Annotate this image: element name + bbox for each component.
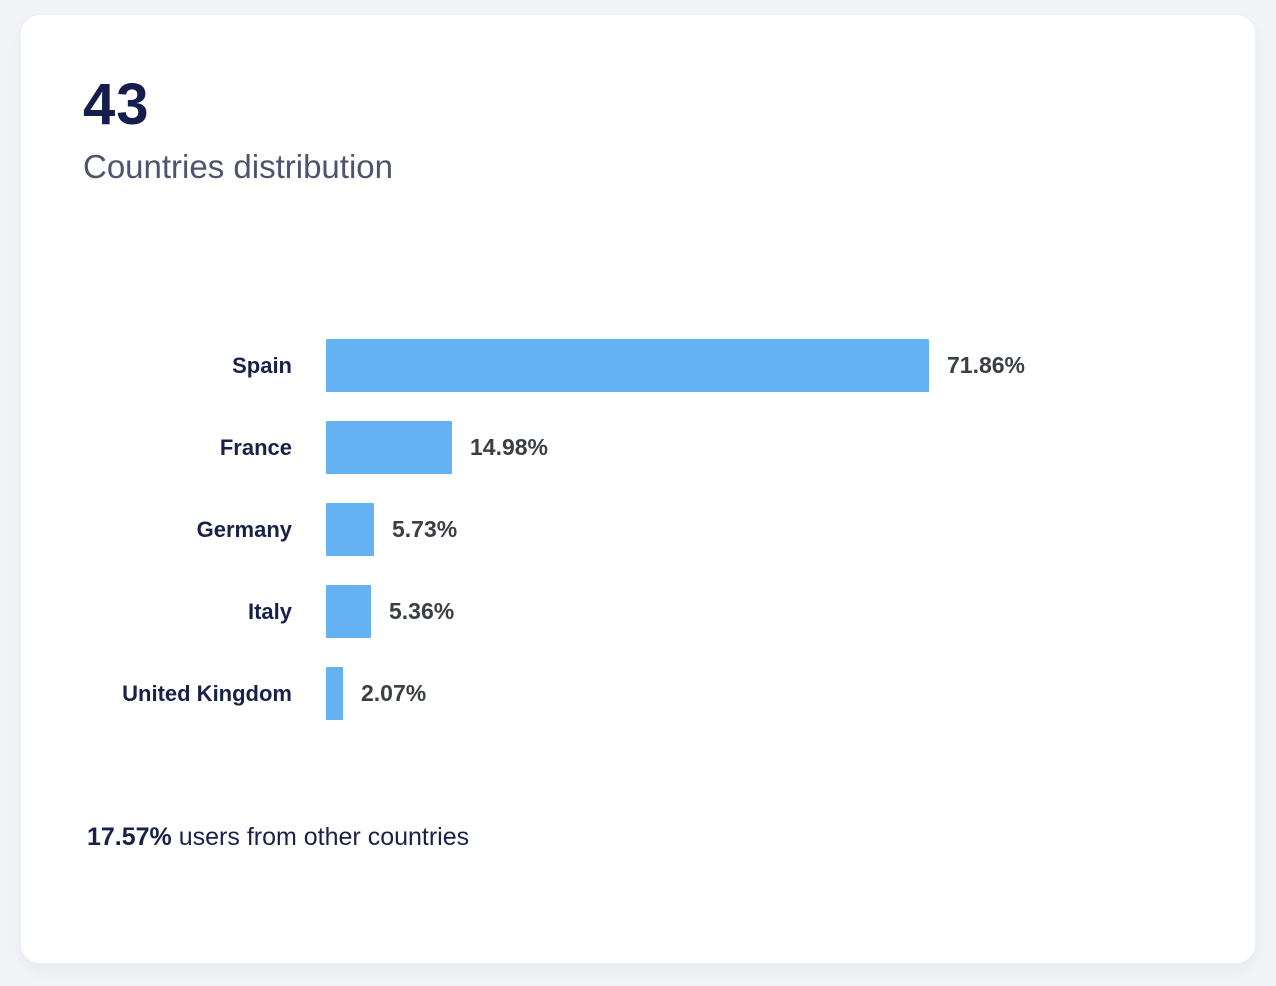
chart-row: United Kingdom 2.07% [21, 667, 1255, 720]
bar [326, 667, 343, 720]
category-label: United Kingdom [122, 680, 292, 706]
bar [326, 421, 452, 474]
value-label: 14.98% [470, 434, 549, 460]
category-label: France [219, 434, 292, 460]
bar [326, 339, 929, 392]
value-label: 2.07% [361, 680, 427, 706]
value-label: 5.36% [389, 598, 455, 624]
value-label: 71.86% [947, 352, 1026, 378]
bar [326, 503, 374, 556]
other-countries-note: 17.57% users from other countries [87, 823, 469, 852]
category-label: Spain [232, 352, 292, 378]
countries-distribution-card: 43 Countries distribution Spain 71.86% Fra… [20, 14, 1256, 964]
chart-row: Italy 5.36% [21, 585, 1255, 638]
card-title: Countries distribution [83, 147, 393, 185]
value-label: 5.73% [392, 516, 458, 542]
category-label: Germany [196, 516, 292, 542]
other-countries-percent: 17.57% [87, 823, 172, 851]
countries-count: 43 [83, 72, 150, 137]
chart-row: Germany 5.73% [21, 503, 1255, 556]
chart-row: Spain 71.86% [21, 339, 1255, 392]
category-label: Italy [247, 598, 292, 624]
card-header: 43 Countries distribution [83, 73, 393, 186]
other-countries-text: users from other countries [171, 823, 470, 851]
bar [326, 585, 371, 638]
bar-chart: Spain 71.86% France 14.98% Germany 5.73% Italy… [21, 339, 1255, 749]
chart-row: France 14.98% [21, 421, 1255, 474]
